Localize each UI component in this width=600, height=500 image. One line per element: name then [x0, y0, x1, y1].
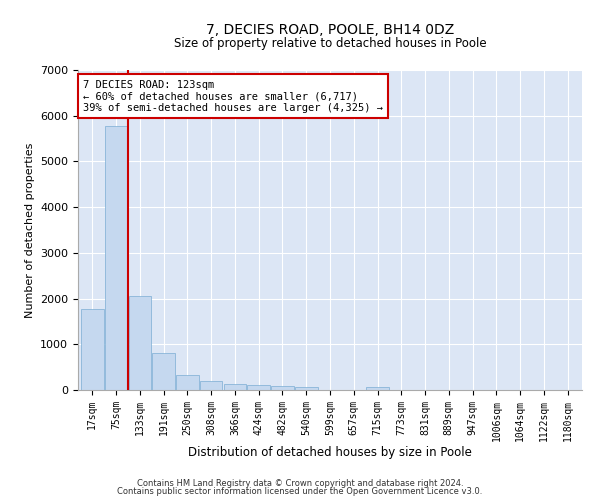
Bar: [105, 126, 127, 390]
Bar: [271, 386, 294, 390]
Bar: [295, 386, 317, 390]
Text: Size of property relative to detached houses in Poole: Size of property relative to detached ho…: [173, 38, 487, 51]
Text: Contains HM Land Registry data © Crown copyright and database right 2024.: Contains HM Land Registry data © Crown c…: [137, 478, 463, 488]
Y-axis label: Number of detached properties: Number of detached properties: [25, 142, 35, 318]
Bar: [176, 375, 199, 390]
Bar: [152, 352, 175, 390]
Bar: [81, 308, 104, 390]
Bar: [200, 382, 223, 390]
Bar: [366, 387, 389, 390]
X-axis label: Distribution of detached houses by size in Poole: Distribution of detached houses by size …: [188, 446, 472, 460]
Text: Contains public sector information licensed under the Open Government Licence v3: Contains public sector information licen…: [118, 487, 482, 496]
Bar: [128, 296, 151, 390]
Bar: [247, 385, 270, 390]
Text: 7 DECIES ROAD: 123sqm
← 60% of detached houses are smaller (6,717)
39% of semi-d: 7 DECIES ROAD: 123sqm ← 60% of detached …: [83, 80, 383, 113]
Text: 7, DECIES ROAD, POOLE, BH14 0DZ: 7, DECIES ROAD, POOLE, BH14 0DZ: [206, 22, 454, 36]
Bar: [224, 384, 246, 390]
